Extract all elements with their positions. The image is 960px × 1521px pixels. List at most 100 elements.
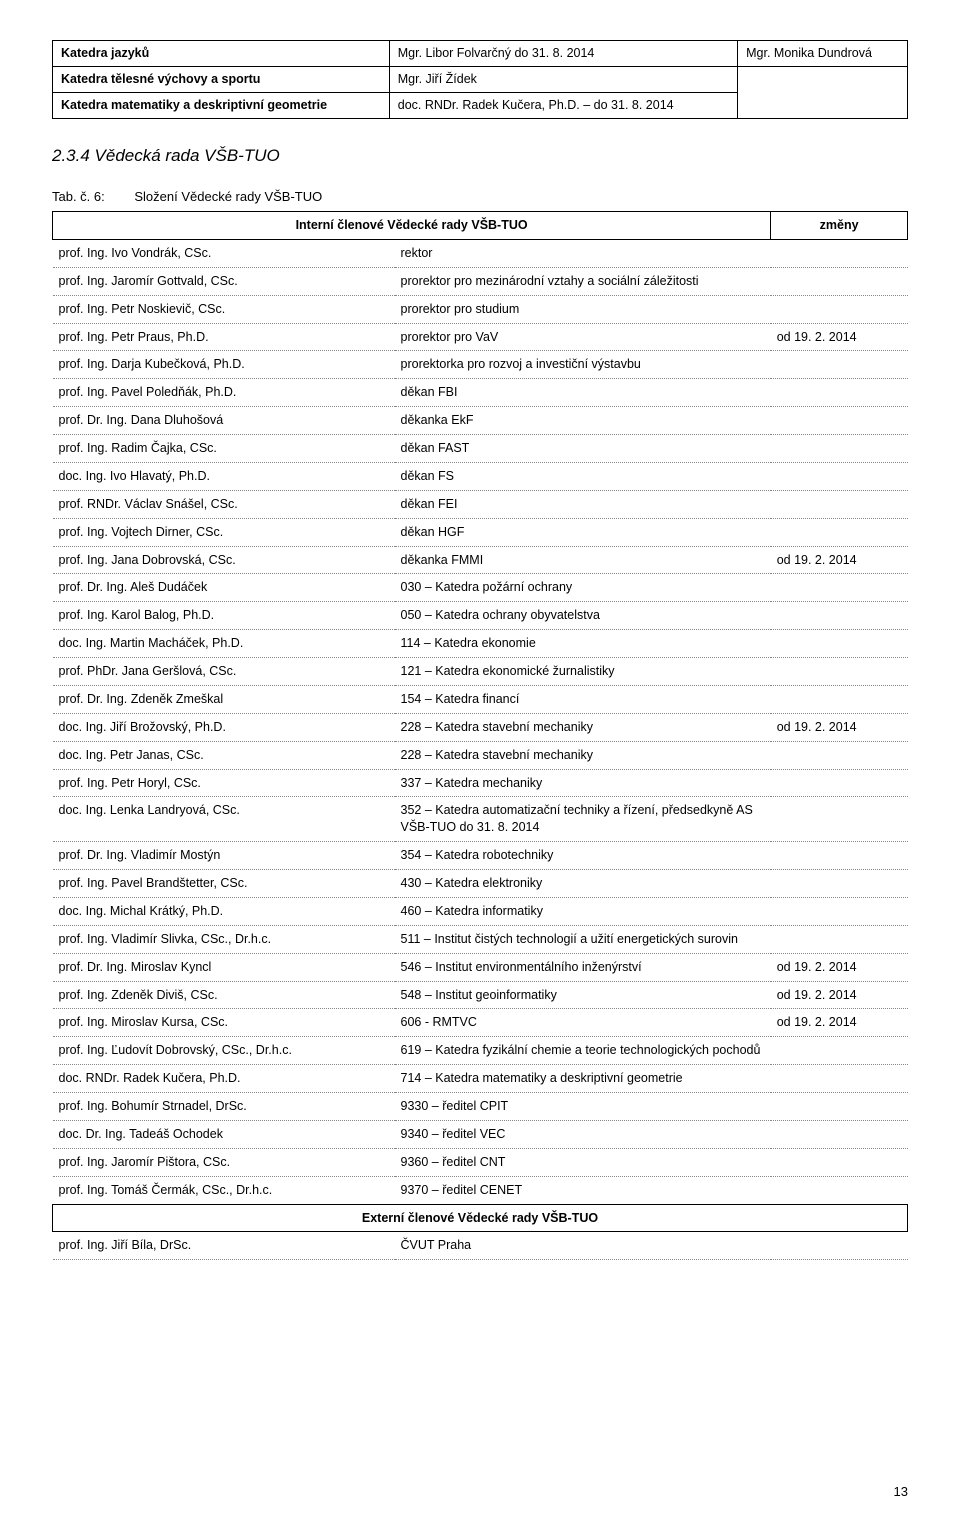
cell-note <box>771 379 908 407</box>
cell-note <box>771 602 908 630</box>
cell-name: prof. Ing. Vladimír Slivka, CSc., Dr.h.c… <box>53 925 395 953</box>
cell-role: 9360 – ředitel CNT <box>395 1148 771 1176</box>
cell-name: doc. Dr. Ing. Tadeáš Ochodek <box>53 1120 395 1148</box>
table-row: prof. Ing. Bohumír Strnadel, DrSc.9330 –… <box>53 1093 908 1121</box>
table-row: prof. Dr. Ing. Miroslav Kyncl546 – Insti… <box>53 953 908 981</box>
cell-role: 548 – Institut geoinformatiky <box>395 981 771 1009</box>
cell-note <box>771 630 908 658</box>
table-row: prof. Ing. Petr Praus, Ph.D.prorektor pr… <box>53 323 908 351</box>
table-row: doc. Dr. Ing. Tadeáš Ochodek9340 – ředit… <box>53 1120 908 1148</box>
cell-note <box>771 1176 908 1204</box>
cell-note: od 19. 2. 2014 <box>771 713 908 741</box>
cell-role: děkan FEI <box>395 490 771 518</box>
cell-name: doc. Ing. Michal Krátký, Ph.D. <box>53 897 395 925</box>
table-row: prof. Ing. Pavel Brandštetter, CSc.430 –… <box>53 870 908 898</box>
cell-name: prof. Ing. Vojtech Dirner, CSc. <box>53 518 395 546</box>
cell-role: 154 – Katedra financí <box>395 685 771 713</box>
table-row: prof. Ing. Ivo Vondrák, CSc.rektor <box>53 239 908 267</box>
table-row: prof. Ing. Karol Balog, Ph.D.050 – Kated… <box>53 602 908 630</box>
cell-note <box>771 658 908 686</box>
cell-note <box>771 769 908 797</box>
cell-note <box>771 462 908 490</box>
cell-role: 337 – Katedra mechaniky <box>395 769 771 797</box>
table-row: prof. Ing. Jaromír Gottvald, CSc.prorekt… <box>53 267 908 295</box>
cell-role: 9370 – ředitel CENET <box>395 1176 771 1204</box>
cell: Katedra tělesné výchovy a sportu <box>53 66 390 92</box>
cell-note <box>771 267 908 295</box>
cell-role: děkan HGF <box>395 518 771 546</box>
cell-name: prof. Dr. Ing. Aleš Dudáček <box>53 574 395 602</box>
cell-role: 9330 – ředitel CPIT <box>395 1093 771 1121</box>
cell-name: prof. Ing. Darja Kubečková, Ph.D. <box>53 351 395 379</box>
cell-role: 228 – Katedra stavební mechaniky <box>395 713 771 741</box>
cell-note: od 19. 2. 2014 <box>771 323 908 351</box>
cell-note <box>771 574 908 602</box>
cell-note <box>771 295 908 323</box>
cell-name: prof. Ing. Pavel Brandštetter, CSc. <box>53 870 395 898</box>
cell-role: děkan FAST <box>395 435 771 463</box>
cell-note: od 19. 2. 2014 <box>771 953 908 981</box>
cell-note <box>771 685 908 713</box>
cell-note <box>771 897 908 925</box>
cell-note <box>771 842 908 870</box>
cell-note <box>771 1093 908 1121</box>
table-row: prof. Dr. Ing. Aleš Dudáček030 – Katedra… <box>53 574 908 602</box>
cell-role: děkan FS <box>395 462 771 490</box>
table-row: prof. Ing. Pavel Poledňák, Ph.D.děkan FB… <box>53 379 908 407</box>
cell-role: 619 – Katedra fyzikální chemie a teorie … <box>395 1037 771 1065</box>
caption-text: Složení Vědecké rady VŠB-TUO <box>134 189 322 204</box>
table-row: prof. Ing. Vladimír Slivka, CSc., Dr.h.c… <box>53 925 908 953</box>
cell-name: prof. Ing. Jiří Bíla, DrSc. <box>53 1232 395 1260</box>
table-row: prof. RNDr. Václav Snášel, CSc.děkan FEI <box>53 490 908 518</box>
cell-note: od 19. 2. 2014 <box>771 1009 908 1037</box>
cell-role: rektor <box>395 239 771 267</box>
cell-note <box>771 351 908 379</box>
table-caption: Tab. č. 6: Složení Vědecké rady VŠB-TUO <box>52 188 908 206</box>
cell-note: od 19. 2. 2014 <box>771 546 908 574</box>
cell-name: prof. Ing. Tomáš Čermák, CSc., Dr.h.c. <box>53 1176 395 1204</box>
cell-note <box>771 925 908 953</box>
cell-role: děkanka FMMI <box>395 546 771 574</box>
table-row: doc. Ing. Martin Macháček, Ph.D.114 – Ka… <box>53 630 908 658</box>
top-table: Katedra jazykůMgr. Libor Folvarčný do 31… <box>52 40 908 119</box>
cell-note <box>771 1148 908 1176</box>
cell-name: doc. Ing. Ivo Hlavatý, Ph.D. <box>53 462 395 490</box>
table-row: doc. Ing. Jiří Brožovský, Ph.D.228 – Kat… <box>53 713 908 741</box>
cell-note <box>771 407 908 435</box>
table-row: Katedra jazykůMgr. Libor Folvarčný do 31… <box>53 41 908 67</box>
header-external: Externí členové Vědecké rady VŠB-TUO <box>53 1204 908 1232</box>
table-row: prof. Ing. Jiří Bíla, DrSc.ČVUT Praha <box>53 1232 908 1260</box>
cell-role: 228 – Katedra stavební mechaniky <box>395 741 771 769</box>
cell-name: prof. Ing. Radim Čajka, CSc. <box>53 435 395 463</box>
cell-name: prof. Dr. Ing. Miroslav Kyncl <box>53 953 395 981</box>
cell-name: prof. Ing. Petr Praus, Ph.D. <box>53 323 395 351</box>
cell-role: ČVUT Praha <box>395 1232 771 1260</box>
table-row: doc. Ing. Ivo Hlavatý, Ph.D.děkan FS <box>53 462 908 490</box>
cell-name: prof. Dr. Ing. Dana Dluhošová <box>53 407 395 435</box>
header-zmeny: změny <box>771 212 908 240</box>
cell-note <box>771 1037 908 1065</box>
cell-name: prof. Ing. Karol Balog, Ph.D. <box>53 602 395 630</box>
table-row: prof. Dr. Ing. Zdeněk Zmeškal154 – Kated… <box>53 685 908 713</box>
cell-role: 352 – Katedra automatizační techniky a ř… <box>395 797 771 842</box>
cell-note <box>771 490 908 518</box>
table-row: prof. Ing. Tomáš Čermák, CSc., Dr.h.c.93… <box>53 1176 908 1204</box>
cell-role: děkanka EkF <box>395 407 771 435</box>
cell-role: 030 – Katedra požární ochrany <box>395 574 771 602</box>
cell-role: 354 – Katedra robotechniky <box>395 842 771 870</box>
cell-note <box>771 435 908 463</box>
cell-role: prorektor pro mezinárodní vztahy a sociá… <box>395 267 771 295</box>
table-row: doc. RNDr. Radek Kučera, Ph.D.714 – Kate… <box>53 1065 908 1093</box>
cell-name: prof. PhDr. Jana Geršlová, CSc. <box>53 658 395 686</box>
cell-role: prorektorka pro rozvoj a investiční výst… <box>395 351 771 379</box>
cell-note <box>771 239 908 267</box>
table-row: prof. Ing. Radim Čajka, CSc.děkan FAST <box>53 435 908 463</box>
cell: Katedra jazyků <box>53 41 390 67</box>
cell-name: prof. Dr. Ing. Zdeněk Zmeškal <box>53 685 395 713</box>
cell-role: děkan FBI <box>395 379 771 407</box>
cell-note <box>771 870 908 898</box>
header-internal: Interní členové Vědecké rady VŠB-TUO <box>53 212 771 240</box>
council-table: Interní členové Vědecké rady VŠB-TUOzměn… <box>52 211 908 1260</box>
cell-note <box>771 1120 908 1148</box>
cell-note <box>771 1065 908 1093</box>
